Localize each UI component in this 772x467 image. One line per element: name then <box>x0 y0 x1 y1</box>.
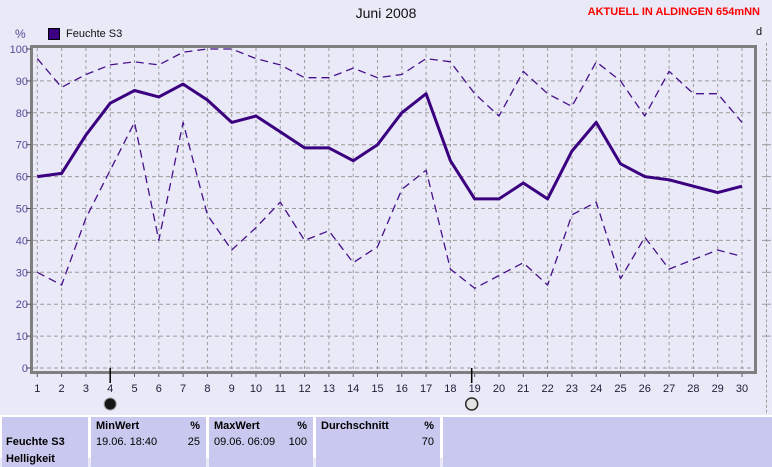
maxwert-unit: % <box>297 420 307 432</box>
chart-legend: Feuchte S3 <box>48 27 122 41</box>
y-tick-label: 80 <box>16 108 28 120</box>
chart-frame <box>754 45 757 374</box>
x-tick-label: 7 <box>180 383 186 395</box>
x-tick-label: 15 <box>371 383 383 395</box>
x-tick-label: 22 <box>541 383 553 395</box>
x-tick-label: 8 <box>204 383 210 395</box>
new-moon-icon <box>103 397 117 411</box>
status-text: AKTUELL IN ALDINGEN 654mNN <box>587 6 760 18</box>
minwert-unit: % <box>190 420 200 432</box>
x-tick-label: 1 <box>34 383 40 395</box>
full-moon-icon <box>464 397 479 411</box>
durchschnitt-cell: Durchschnitt % 70 <box>316 417 440 467</box>
durchschnitt-header: Durchschnitt <box>321 420 389 432</box>
maxwert-timestamp: 09.06. 06:09 <box>214 436 276 448</box>
legend-color-swatch <box>48 28 60 40</box>
x-tick-label: 11 <box>275 383 286 395</box>
x-tick-label: 10 <box>250 383 262 395</box>
y-tick-label: 0 <box>22 363 28 375</box>
series-line-maximum <box>36 48 743 123</box>
clipped-right-label: d <box>756 26 763 38</box>
minwert-header: MinWert <box>96 420 140 432</box>
x-tick-label: 18 <box>444 383 456 395</box>
x-tick-label: 30 <box>736 383 748 395</box>
x-tick-label: 26 <box>639 383 651 395</box>
y-tick-label: 10 <box>16 331 28 343</box>
page-title: Juni 2008 <box>355 5 417 21</box>
x-tick-label: 2 <box>59 383 65 395</box>
x-tick-label: 4 <box>107 383 113 395</box>
durchschnitt-unit: % <box>424 420 434 432</box>
maxwert-cell: MaxWert % 09.06. 06:09 100 <box>209 417 313 467</box>
y-tick-label: 50 <box>16 204 28 216</box>
x-tick-label: 14 <box>347 383 359 395</box>
x-tick-label: 19 <box>469 383 481 395</box>
series-line-feuchte-s3-mittelwert <box>37 82 743 201</box>
x-tick-label: 20 <box>493 383 505 395</box>
x-tick-label: 23 <box>566 383 578 395</box>
maxwert-value: 100 <box>288 436 307 448</box>
stats-row-label-cell: Feuchte S3 Helligkeit <box>2 417 88 467</box>
y-tick-label: 90 <box>16 76 28 88</box>
x-tick-label: 6 <box>156 383 162 395</box>
next-sensor-name-clipped: Helligkeit <box>6 453 55 465</box>
maxwert-header: MaxWert <box>214 420 260 432</box>
x-tick-label: 12 <box>298 383 310 395</box>
minwert-cell: MinWert % 19.06. 18:40 25 <box>91 417 206 467</box>
y-tick-label: 70 <box>16 140 28 152</box>
x-tick-label: 16 <box>396 383 408 395</box>
x-tick-label: 3 <box>83 383 89 395</box>
x-tick-label: 29 <box>712 383 724 395</box>
y-tick-label: 60 <box>16 172 28 184</box>
x-tick-label: 21 <box>517 383 529 395</box>
y-axis-unit-label: % <box>15 27 26 41</box>
chart-frame <box>30 45 33 374</box>
y-tick-label: 40 <box>16 235 28 247</box>
minwert-value: 25 <box>187 436 200 448</box>
chart-frame <box>30 371 757 374</box>
x-tick-label: 25 <box>614 383 626 395</box>
x-tick-label: 13 <box>323 383 335 395</box>
empty-cell <box>443 417 772 467</box>
stats-table: Feuchte S3 Helligkeit MinWert % 19.06. 1… <box>0 415 772 467</box>
x-tick-label: 28 <box>687 383 699 395</box>
y-tick-label: 100 <box>10 44 28 56</box>
x-tick-label: 24 <box>590 383 602 395</box>
y-tick-label: 30 <box>16 267 28 279</box>
minwert-timestamp: 19.06. 18:40 <box>96 436 158 448</box>
sensor-name: Feuchte S3 <box>6 436 65 448</box>
y-tick-label: 20 <box>16 299 28 311</box>
x-tick-label: 27 <box>663 383 675 395</box>
series-line-minimum <box>36 121 743 289</box>
chart-frame <box>30 45 757 48</box>
durchschnitt-value: 70 <box>421 436 434 448</box>
legend-series-label: Feuchte S3 <box>66 28 123 40</box>
x-tick-label: 9 <box>229 383 235 395</box>
adjacent-panel-edge <box>766 43 768 458</box>
x-tick-label: 17 <box>420 383 432 395</box>
x-tick-label: 5 <box>131 383 137 395</box>
